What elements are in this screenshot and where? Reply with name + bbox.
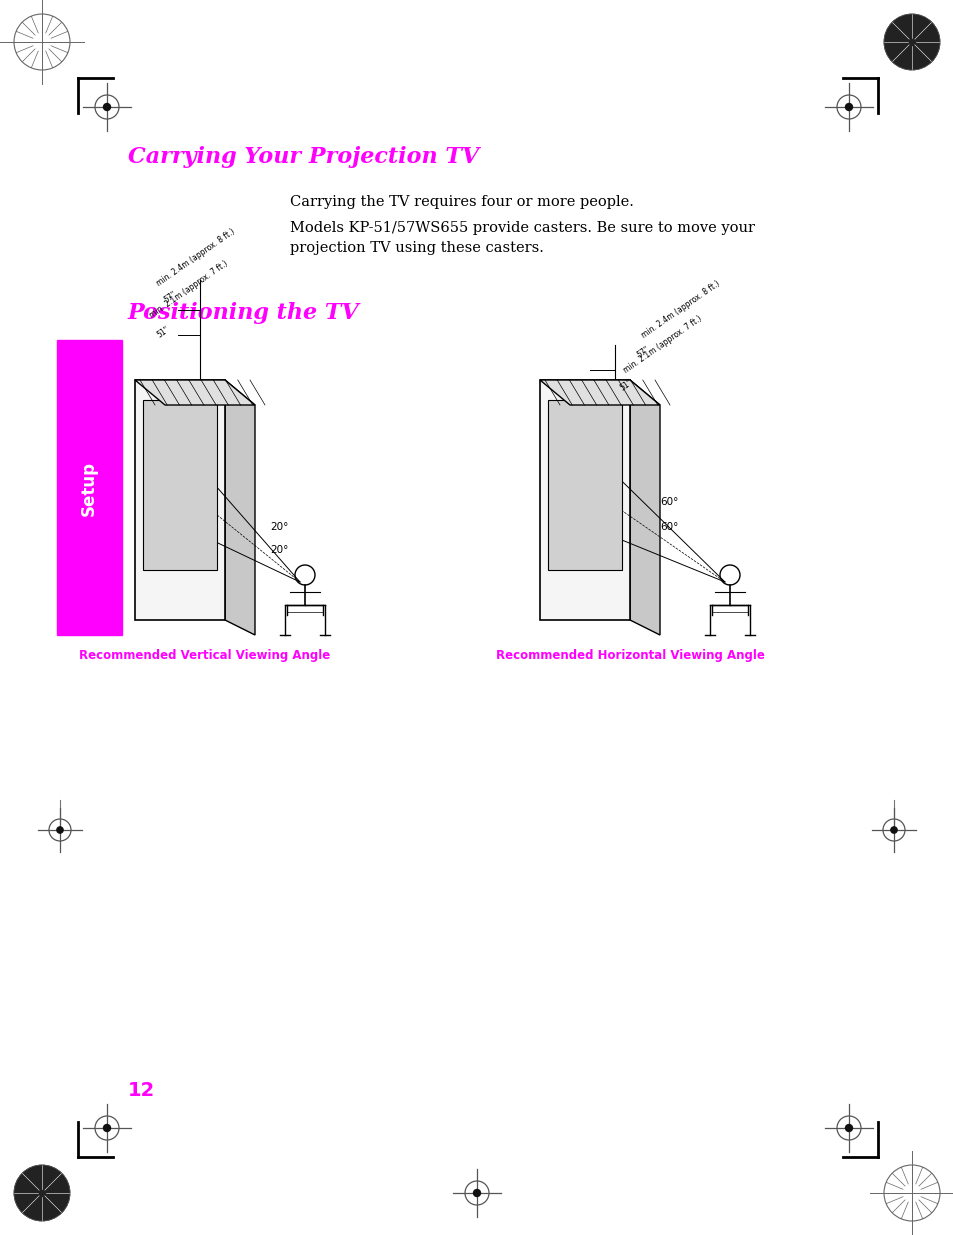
Text: 57": 57" xyxy=(162,290,178,305)
Text: min. 2.4m (approx. 8 ft.): min. 2.4m (approx. 8 ft.) xyxy=(154,227,236,288)
Circle shape xyxy=(473,1189,480,1197)
Text: min. 2.1m (approx. 7 ft.): min. 2.1m (approx. 7 ft.) xyxy=(621,314,703,375)
Circle shape xyxy=(103,1124,112,1132)
Text: Carrying the TV requires four or more people.: Carrying the TV requires four or more pe… xyxy=(290,195,633,209)
Text: Models KP-51/57WS655 provide casters. Be sure to move your: Models KP-51/57WS655 provide casters. Be… xyxy=(290,221,754,235)
Text: Positioning the TV: Positioning the TV xyxy=(128,303,359,324)
Text: min. 2.1m (approx. 7 ft.): min. 2.1m (approx. 7 ft.) xyxy=(148,259,230,320)
Circle shape xyxy=(883,14,939,70)
Polygon shape xyxy=(629,380,659,635)
Polygon shape xyxy=(539,380,659,405)
Circle shape xyxy=(844,1124,852,1132)
Text: 20°: 20° xyxy=(270,545,288,555)
Text: Carrying Your Projection TV: Carrying Your Projection TV xyxy=(128,146,478,168)
Text: projection TV using these casters.: projection TV using these casters. xyxy=(290,241,543,254)
Circle shape xyxy=(56,826,64,834)
Text: 51": 51" xyxy=(154,325,171,340)
Bar xyxy=(57,340,122,635)
Text: Recommended Horizontal Viewing Angle: Recommended Horizontal Viewing Angle xyxy=(495,648,763,662)
Text: min. 2.4m (approx. 8 ft.): min. 2.4m (approx. 8 ft.) xyxy=(639,279,721,340)
Circle shape xyxy=(14,1165,70,1221)
Polygon shape xyxy=(225,380,254,635)
Circle shape xyxy=(889,826,897,834)
Polygon shape xyxy=(143,400,216,571)
Text: 60°: 60° xyxy=(659,496,678,508)
Text: 12: 12 xyxy=(128,1081,155,1099)
Text: Recommended Vertical Viewing Angle: Recommended Vertical Viewing Angle xyxy=(79,648,331,662)
Polygon shape xyxy=(547,400,621,571)
Text: 51": 51" xyxy=(618,378,633,393)
Polygon shape xyxy=(135,380,254,405)
Text: 57": 57" xyxy=(635,345,650,359)
Polygon shape xyxy=(135,380,225,620)
Text: Setup: Setup xyxy=(80,461,98,515)
Text: 60°: 60° xyxy=(659,522,678,532)
Circle shape xyxy=(103,103,112,111)
Polygon shape xyxy=(539,380,629,620)
Text: 20°: 20° xyxy=(270,522,288,532)
Circle shape xyxy=(844,103,852,111)
